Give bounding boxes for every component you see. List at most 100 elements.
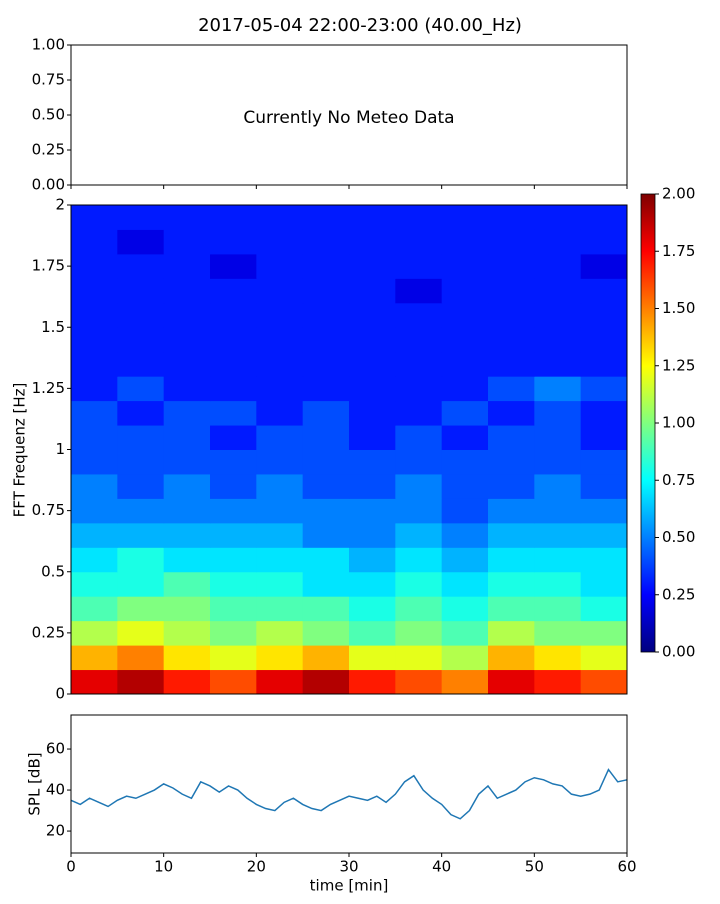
heatmap-cell [488, 302, 535, 328]
heatmap-cell [163, 229, 211, 255]
heatmap-cell [580, 253, 628, 279]
heatmap-cell [349, 449, 396, 475]
heatmap-cell [349, 498, 396, 524]
heatmap-cell [117, 473, 165, 499]
heatmap-cell [302, 498, 350, 524]
x-tick-label: 30 [339, 858, 358, 876]
heatmap-cell [210, 547, 257, 573]
heatmap-cell [71, 473, 118, 499]
heatmap-cell [441, 669, 489, 695]
y-tick-label: 1.5 [41, 318, 65, 336]
heatmap-cell [302, 327, 350, 353]
heatmap-cell [210, 449, 257, 475]
heatmap-cell [71, 376, 118, 402]
heatmap-cell [395, 522, 443, 548]
heatmap-cell [349, 669, 396, 695]
colorbar [640, 193, 656, 653]
y-tick-label: 0.75 [32, 71, 65, 89]
heatmap-cell [256, 596, 304, 622]
heatmap-cell [580, 620, 628, 646]
heatmap-cell [580, 522, 628, 548]
heatmap-cell [488, 253, 535, 279]
y-tick-label: 60 [46, 740, 65, 758]
colorbar-tick-label: 1.25 [662, 356, 695, 374]
heatmap-cell [117, 522, 165, 548]
heatmap-cell [395, 327, 443, 353]
heatmap-cell [256, 620, 304, 646]
heatmap-cell [488, 278, 535, 304]
heatmap-cell [117, 278, 165, 304]
heatmap-cell [117, 302, 165, 328]
heatmap-cell [71, 302, 118, 328]
heatmap-cell [349, 205, 396, 230]
heatmap-cell [210, 229, 257, 255]
heatmap-cell [488, 327, 535, 353]
heatmap-cell [117, 571, 165, 597]
heatmap-cell [210, 473, 257, 499]
heatmap-cell [580, 278, 628, 304]
heatmap-cell [210, 302, 257, 328]
heatmap-cell [71, 620, 118, 646]
heatmap-cell [580, 669, 628, 695]
heatmap-cell [395, 449, 443, 475]
heatmap-cell [534, 327, 582, 353]
heatmap-cell [256, 571, 304, 597]
heatmap-cell [395, 278, 443, 304]
heatmap-cell [117, 645, 165, 671]
heatmap-cell [441, 253, 489, 279]
heatmap-cell [580, 571, 628, 597]
heatmap-cell [163, 473, 211, 499]
heatmap-cell [302, 302, 350, 328]
heatmap-cell [302, 400, 350, 426]
heatmap-cell [302, 253, 350, 279]
heatmap-cell [71, 596, 118, 622]
heatmap-cell [210, 400, 257, 426]
x-tick-label: 60 [617, 858, 636, 876]
colorbar-tick-label: 1.75 [662, 242, 695, 260]
heatmap-cell [580, 351, 628, 377]
heatmap-cell [117, 547, 165, 573]
heatmap-cell [534, 278, 582, 304]
heatmap-cell [534, 351, 582, 377]
heatmap-cell [163, 620, 211, 646]
heatmap-cell [349, 302, 396, 328]
heatmap-cell [395, 645, 443, 671]
heatmap-cell [488, 205, 535, 230]
heatmap-cell [580, 425, 628, 450]
heatmap-cell [256, 302, 304, 328]
heatmap-cell [71, 449, 118, 475]
heatmap-cell [256, 425, 304, 450]
heatmap-cell [488, 596, 535, 622]
line [70, 768, 628, 820]
heatmap-cell [71, 278, 118, 304]
colorbar-tick-label: 0.75 [662, 471, 695, 489]
heatmap-cell [256, 229, 304, 255]
colorbar-tick-label: 0.00 [662, 643, 695, 661]
heatmap-cell [163, 400, 211, 426]
heatmap-cell [302, 425, 350, 450]
heatmap-cell [71, 205, 118, 230]
heatmap-cell [210, 351, 257, 377]
heatmap-cell [302, 473, 350, 499]
heatmap-cell [349, 376, 396, 402]
heatmap-cell [488, 425, 535, 450]
heatmap-cell [163, 376, 211, 402]
heatmap-cell [302, 449, 350, 475]
heatmap-cell [534, 473, 582, 499]
heatmap-cell [302, 596, 350, 622]
heatmap-cell [395, 351, 443, 377]
heatmap-cell [441, 229, 489, 255]
heatmap-cell [441, 473, 489, 499]
heatmap-cell [349, 278, 396, 304]
heatmap-cell [349, 547, 396, 573]
heatmap-cell [441, 547, 489, 573]
heatmap-cell [441, 498, 489, 524]
heatmap-cell [580, 400, 628, 426]
heatmap-cell [302, 522, 350, 548]
heatmap-cell [71, 547, 118, 573]
heatmap-cell [210, 425, 257, 450]
heatmap-cell [256, 400, 304, 426]
heatmap-cell [302, 645, 350, 671]
heatmap-cell [210, 571, 257, 597]
